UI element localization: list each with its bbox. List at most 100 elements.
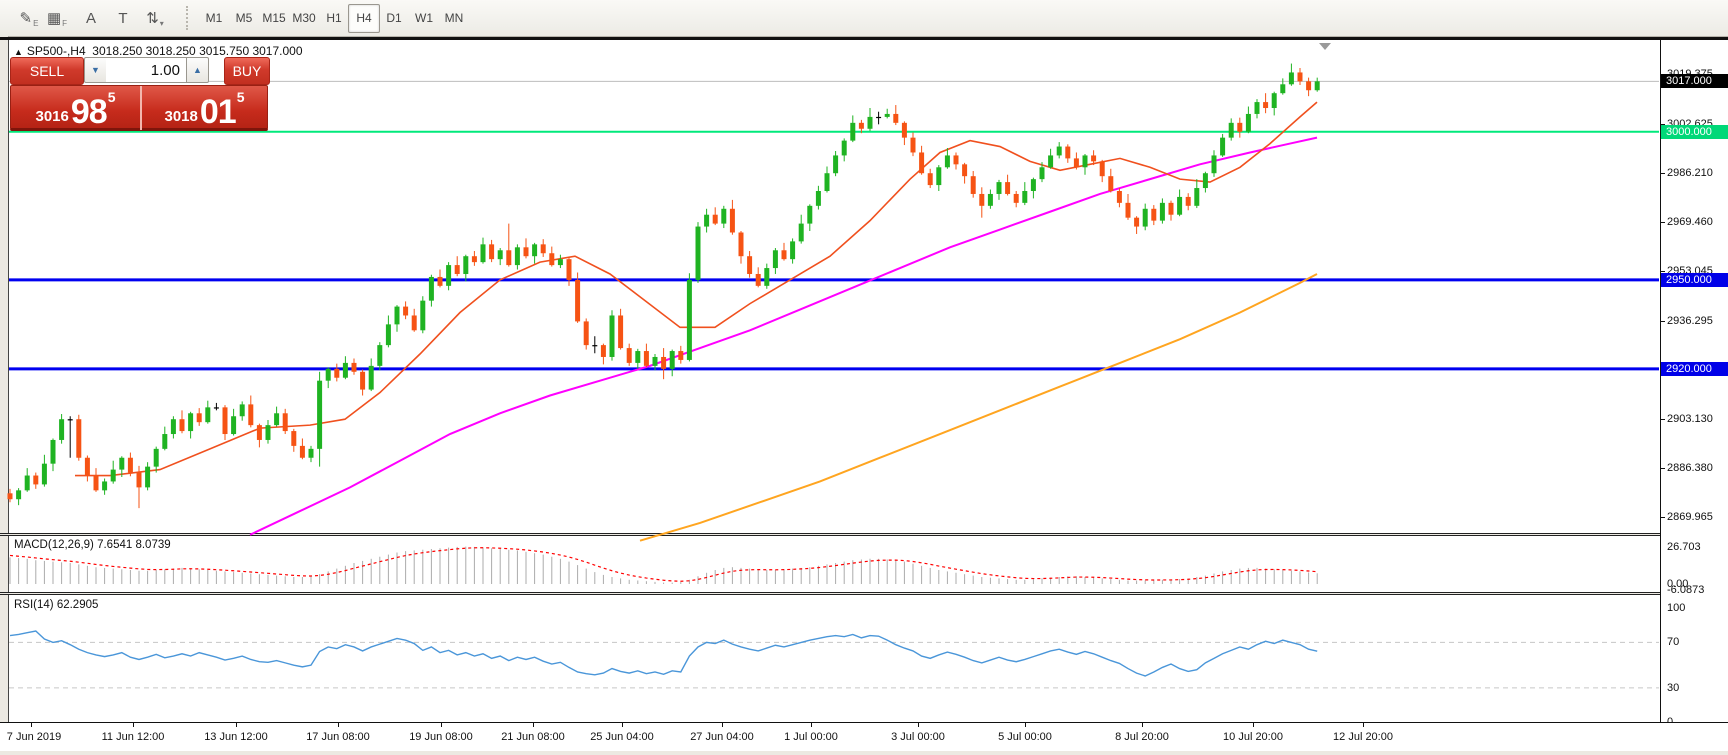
rsi-tick-label: 30: [1667, 681, 1680, 694]
chart-top-border: [0, 37, 1728, 40]
time-tick: [133, 723, 134, 727]
chart-title: ▲ SP500-,H4 3018.250 3018.250 3015.750 30…: [14, 44, 303, 58]
volume-input[interactable]: [106, 57, 186, 83]
symbol-name: SP500-,H4: [26, 44, 86, 58]
time-tick: [722, 723, 723, 727]
price-tick-label: 2886.380: [1667, 462, 1713, 475]
price-axis[interactable]: 3019.3753002.6252986.2102969.4602953.045…: [1660, 40, 1728, 728]
buy-price-big: 01: [199, 93, 237, 131]
timeframe-button-d1[interactable]: D1: [386, 11, 402, 25]
timeframe-button-m15[interactable]: M15: [262, 11, 286, 25]
macd-tick-label: -6.0873: [1667, 584, 1705, 596]
rsi-series: [9, 630, 1659, 689]
sell-price-base: 3016: [35, 108, 69, 125]
time-tick: [1025, 723, 1026, 727]
time-tick: [1253, 723, 1254, 727]
text-label-icon[interactable]: T: [118, 9, 128, 27]
time-tick-label: 1 Jul 00:00: [784, 731, 838, 743]
rsi-tick-label: 70: [1667, 636, 1680, 649]
timeframe-button-mn[interactable]: MN: [444, 11, 464, 25]
price-level-badge: 3000.000: [1661, 124, 1728, 139]
price-level-badge: 2950.000: [1661, 272, 1728, 287]
time-tick: [1363, 723, 1364, 727]
moving-averages: [75, 101, 1318, 542]
sell-price-big: 98: [70, 93, 108, 131]
price-tick-label: 2936.295: [1667, 314, 1713, 327]
grid-icon[interactable]: ▦ F: [46, 10, 68, 28]
price-tick-label: 2969.460: [1667, 216, 1713, 229]
one-click-trading-panel: SELL ▼ ▲ BUY 3016 98 5 3018 01 5: [10, 57, 270, 131]
price-tick-label: 2986.210: [1667, 166, 1713, 179]
time-tick-label: 5 Jul 00:00: [998, 731, 1052, 743]
price-level-badge: 2920.000: [1661, 361, 1728, 376]
time-tick-label: 25 Jun 04:00: [590, 731, 654, 743]
macd-pane[interactable]: [8, 536, 1661, 592]
timeframe-button-m30[interactable]: M30: [292, 11, 316, 25]
symbol-marker-icon: ▲: [14, 47, 23, 57]
buy-price-sup: 5: [236, 89, 245, 105]
text-a-icon[interactable]: A: [85, 9, 96, 27]
time-tick: [811, 723, 812, 727]
timeframe-button-h1[interactable]: H1: [326, 11, 342, 25]
price-tick-label: 2869.965: [1667, 511, 1713, 524]
time-tick-label: 10 Jul 20:00: [1223, 731, 1283, 743]
volume-increase-icon[interactable]: ▲: [186, 57, 209, 83]
macd-series: [9, 546, 1318, 584]
time-axis[interactable]: 7 Jun 2019 11 Jun 12:00 13 Jun 12:00 17 Jun…: [0, 722, 1728, 752]
pane-separator[interactable]: [0, 533, 1728, 536]
price-chart-pane[interactable]: [8, 40, 1661, 533]
rsi-pane[interactable]: [8, 595, 1661, 722]
horizontal-level-lines: [9, 80, 1659, 371]
candlesticks: [7, 63, 1320, 509]
sell-button[interactable]: SELL: [10, 57, 84, 85]
window-bottom-frame: [0, 751, 1728, 755]
price-tick: [1661, 172, 1665, 174]
price-level-badge: 3017.000: [1661, 74, 1728, 89]
ohlc-values: 3018.250 3018.250 3015.750 3017.000: [92, 44, 303, 58]
pane-separator[interactable]: [0, 592, 1728, 595]
time-tick-label: 19 Jun 08:00: [409, 731, 473, 743]
timeframe-button-m1[interactable]: M1: [205, 11, 223, 25]
timeframe-button-m5[interactable]: M5: [235, 11, 253, 25]
time-tick-label: 21 Jun 08:00: [501, 731, 565, 743]
time-tick-label: 3 Jul 00:00: [891, 731, 945, 743]
time-tick: [918, 723, 919, 727]
time-tick-label: 7 Jun 2019: [6, 731, 62, 743]
timeframe-button-h4[interactable]: H4: [348, 4, 380, 33]
price-tick: [1661, 270, 1665, 272]
timeframe-button-w1[interactable]: W1: [415, 11, 433, 25]
buy-button[interactable]: BUY: [224, 57, 270, 85]
time-tick: [622, 723, 623, 727]
macd-indicator-label: MACD(12,26,9) 7.6541 8.0739: [14, 539, 171, 551]
sell-price-display[interactable]: 3016 98 5: [11, 86, 142, 130]
buy-price-base: 3018: [164, 108, 198, 125]
rsi-indicator-label: RSI(14) 62.2905: [14, 599, 99, 611]
toolbar: M1 M5 M15 M30 H1 H4 D1 W1 MN ✎ E ▦ F A T ⇅ ▾: [0, 0, 1728, 37]
time-tick-label: 8 Jul 20:00: [1115, 731, 1169, 743]
price-tick: [1661, 320, 1665, 322]
arrows-icon[interactable]: ⇅ ▾: [146, 10, 164, 28]
time-tick: [441, 723, 442, 727]
time-tick: [1142, 723, 1143, 727]
time-tick: [338, 723, 339, 727]
time-tick: [533, 723, 534, 727]
buy-price-display[interactable]: 3018 01 5: [142, 86, 267, 130]
price-tick: [1661, 222, 1665, 224]
volume-decrease-icon[interactable]: ▼: [84, 57, 107, 83]
time-tick-label: 11 Jun 12:00: [101, 731, 165, 743]
time-tick-label: 17 Jun 08:00: [306, 731, 370, 743]
time-tick: [31, 723, 32, 727]
toolbar-separator: [186, 6, 192, 30]
macd-tick-label: 0.00: [1667, 578, 1689, 590]
price-tick: [1661, 468, 1665, 470]
time-tick: [236, 723, 237, 727]
draw-pencils-icon[interactable]: ✎ E: [19, 10, 39, 28]
chart-shift-marker-icon: [1319, 43, 1331, 50]
time-tick-label: 13 Jun 12:00: [204, 731, 268, 743]
price-tick: [1661, 517, 1665, 519]
time-tick-label: 27 Jun 04:00: [690, 731, 754, 743]
rsi-tick-label: 100: [1667, 602, 1686, 615]
price-tick: [1661, 418, 1665, 420]
